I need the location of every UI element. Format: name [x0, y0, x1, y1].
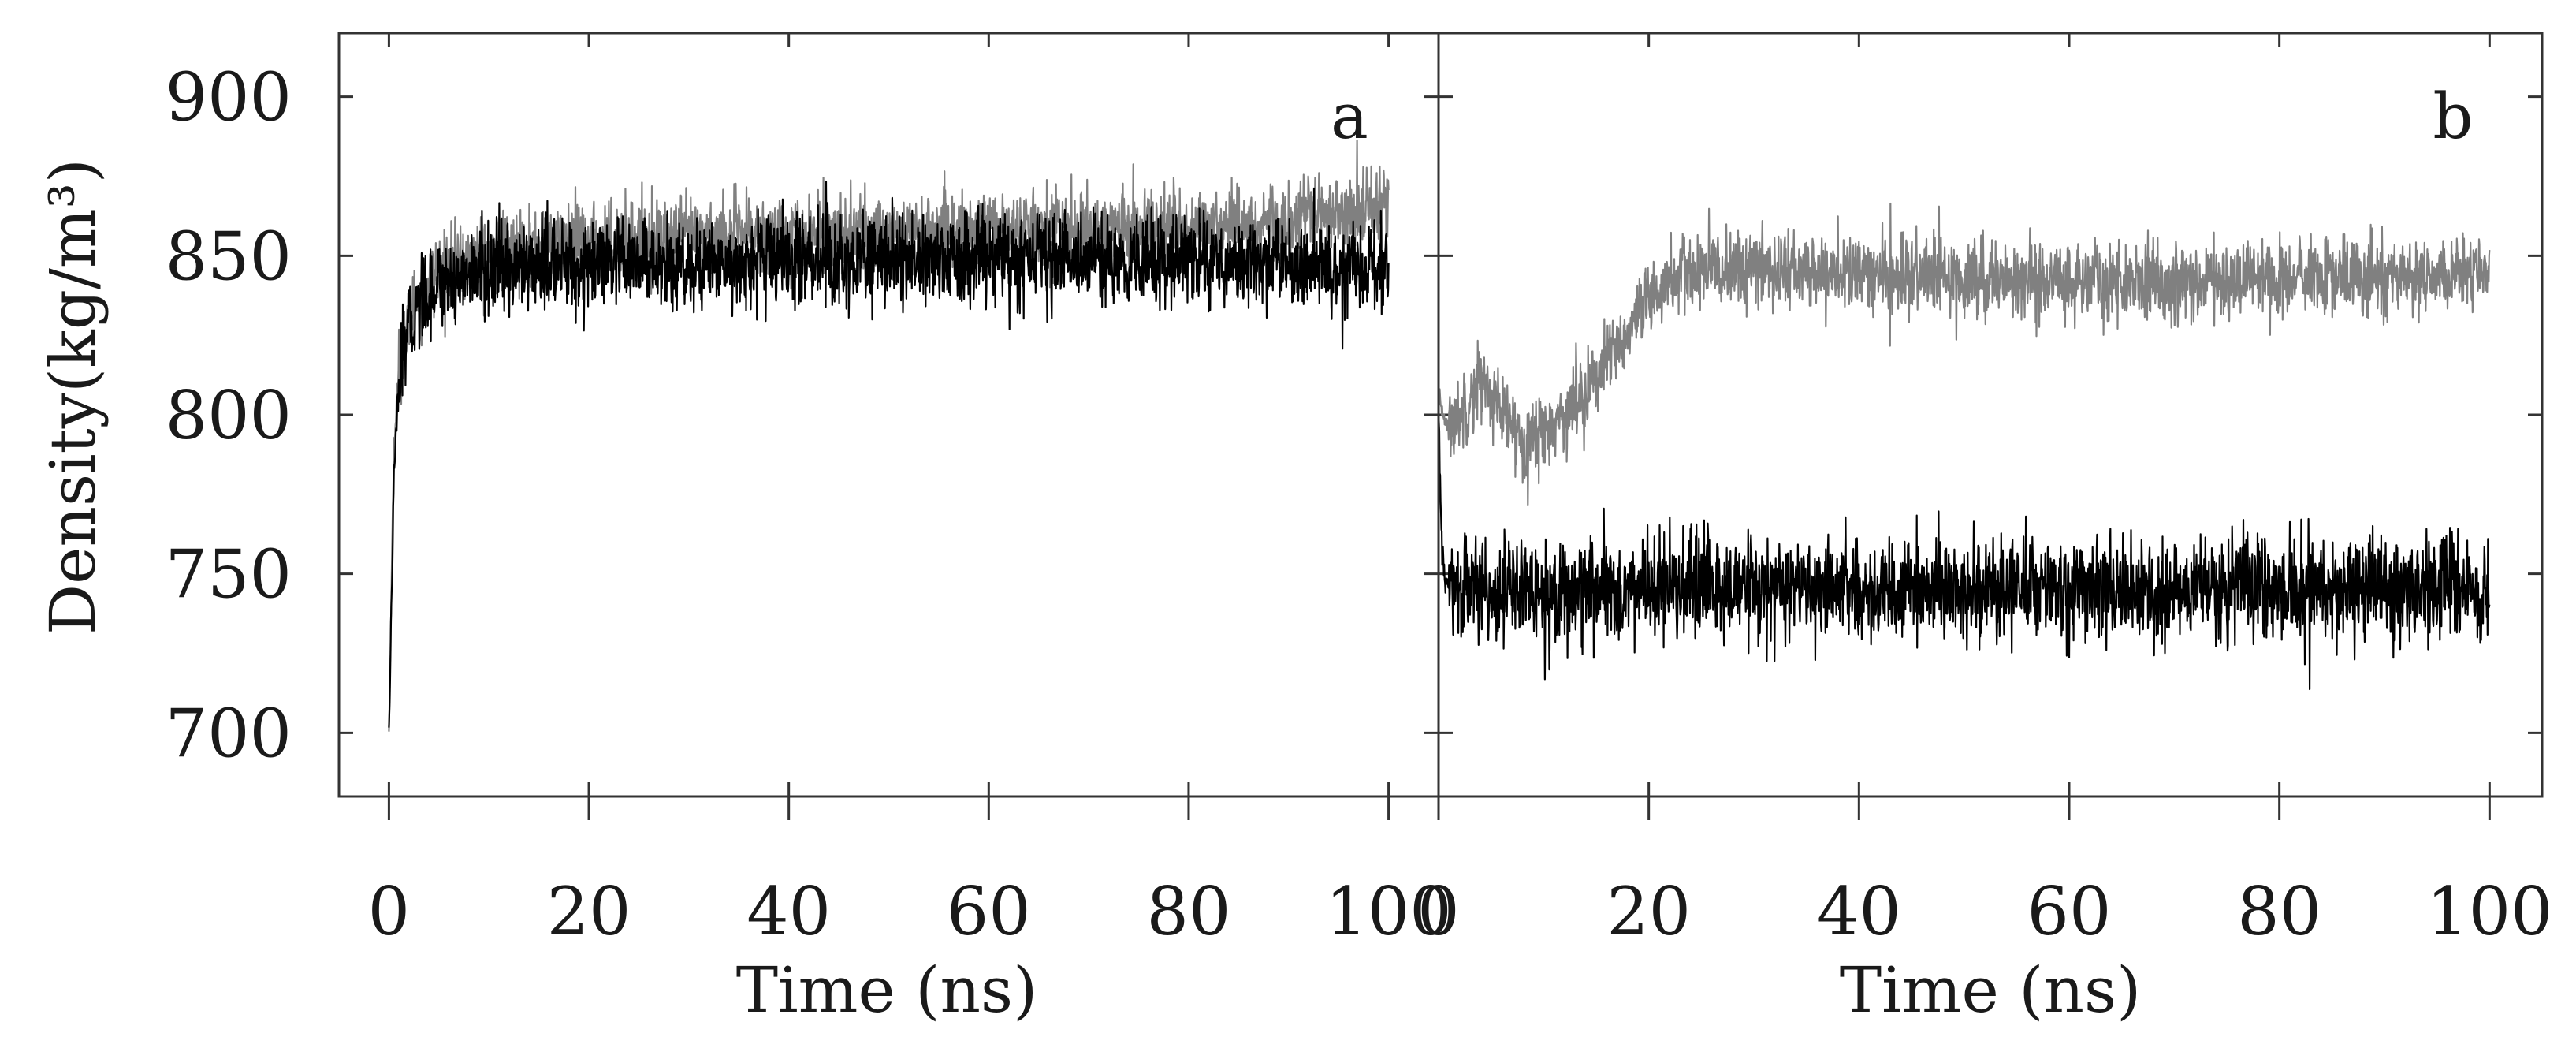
panel-b-x-tick-label: 40: [1817, 873, 1901, 950]
panel-b-x-tick-label: 60: [2027, 873, 2112, 950]
panel-b-frame: [1437, 32, 2544, 798]
panel-b-x-tick-labels: 0 20 40 60 80 100: [1417, 873, 2552, 950]
panel-a-plot-area: [388, 139, 1390, 732]
panel-a-x-tick-label: 40: [746, 873, 831, 950]
panel-a-y-tick-label: 800: [166, 377, 292, 454]
panel-a-x-tick-label: 20: [547, 873, 631, 950]
panel-a-x-tick-labels: 0 20 40 60 80 100: [368, 873, 1452, 950]
panel-a: a 0 20 40 60 80 100 700 750 800 850 900 Time (ns)…: [36, 32, 1452, 1027]
panel-b-series-2-line: [1437, 412, 2491, 691]
panel-a-letter: a: [1331, 80, 1368, 153]
panel-b-x-tick-label: 20: [1606, 873, 1691, 950]
panel-b-letter: b: [2433, 80, 2473, 153]
panel-b-series-1-line: [1437, 202, 2491, 507]
panel-b-plot-area: [1437, 202, 2491, 691]
panel-a-ticks: [339, 33, 1439, 820]
panel-a-x-tick-label: 80: [1147, 873, 1231, 950]
panel-a-y-tick-label: 750: [166, 536, 292, 614]
panel-a-x-axis-label: Time (ns): [736, 953, 1038, 1027]
panel-a-x-tick-label: 100: [1325, 873, 1451, 950]
y-axis-label: Density(kg/m³): [36, 159, 110, 635]
panel-a-y-tick-label: 850: [166, 218, 292, 295]
panel-b-x-tick-label: 80: [2237, 873, 2321, 950]
panel-a-x-tick-label: 0: [368, 873, 410, 950]
panel-a-x-tick-label: 60: [947, 873, 1031, 950]
panel-b-x-tick-label: 0: [1417, 873, 1459, 950]
panel-a-y-tick-label: 900: [166, 59, 292, 136]
panel-a-y-tick-label: 700: [166, 695, 292, 772]
panel-b-x-axis-label: Time (ns): [1840, 953, 2142, 1027]
panel-a-series-2-line: [388, 181, 1390, 728]
panel-b: b 0 20 40 60 80 100 Time (ns): [1417, 32, 2553, 1027]
panel-b-x-tick-label: 100: [2426, 873, 2552, 950]
panel-a-y-tick-labels: 700 750 800 850 900: [166, 59, 292, 773]
